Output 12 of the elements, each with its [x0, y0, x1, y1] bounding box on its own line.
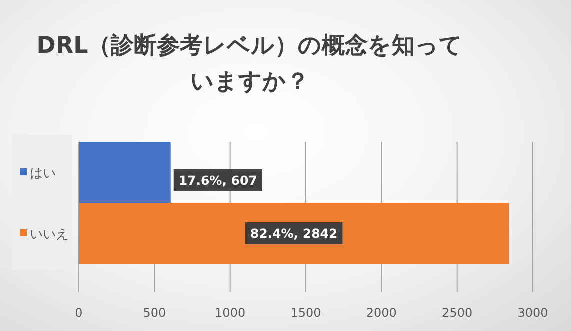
chart-title: DRL（診断参考レベル）の概念を知っていますか？ — [36, 32, 464, 97]
x-tick-label: 1500 — [290, 306, 322, 320]
x-tick-label: 0 — [75, 306, 83, 320]
y-tick-label: はい — [30, 166, 56, 182]
x-tick-label: 2500 — [442, 306, 473, 320]
data-label: 17.6%, 607 — [178, 173, 258, 188]
x-tick-label: 500 — [143, 306, 166, 320]
x-tick-label: 2000 — [366, 306, 397, 320]
y-tick-label: いいえ — [30, 228, 69, 242]
x-tick-label: 3000 — [518, 306, 548, 320]
data-label: 82.4%, 2842 — [250, 226, 338, 241]
x-tick-label: 1000 — [215, 306, 246, 320]
